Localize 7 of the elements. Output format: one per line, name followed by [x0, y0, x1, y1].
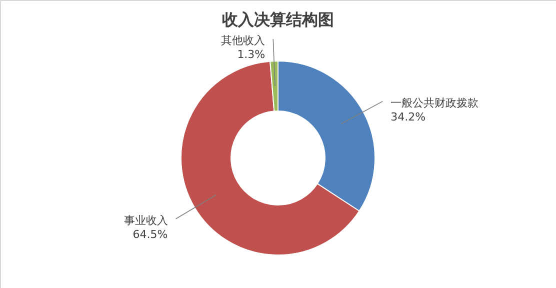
data-label: 64.5%: [132, 228, 168, 241]
data-label: 34.2%: [390, 110, 426, 124]
data-label: 1.3%: [237, 48, 266, 62]
chart-title: 收入决算结构图: [222, 10, 334, 29]
slice-label: 其他收入: [221, 34, 266, 48]
slice-label: 事业收入: [124, 214, 168, 227]
slice-label: 一般公共财政拨款: [390, 96, 479, 110]
